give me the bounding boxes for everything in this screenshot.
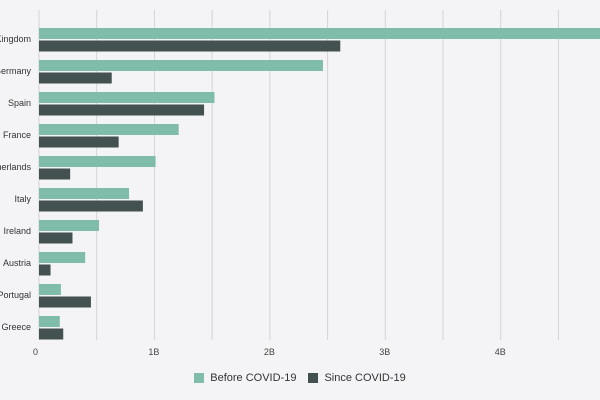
legend-label-since: Since COVID-19 [324,372,406,384]
category-label: Ireland [3,226,31,236]
bar-before-covid [39,252,86,263]
x-tick-label: 3B [379,347,390,357]
bar-since-covid [39,328,64,340]
bar-since-covid [39,264,51,276]
legend-swatch-since [308,373,319,383]
legend-item-since: Since COVID-19 [308,372,406,384]
bar-before-covid [39,316,60,327]
x-tick-label: 0 [33,347,38,357]
bar-before-covid [39,188,130,199]
bar-since-covid [39,72,112,84]
category-label: United Kingdom [0,34,31,44]
bar-before-covid [39,220,100,231]
bar-since-covid [39,104,205,116]
bar-since-covid [39,40,341,52]
category-label: Germany [0,66,31,76]
bar-since-covid [39,136,119,148]
bar-before-covid [39,28,600,39]
category-label: Portugal [0,290,31,300]
x-tick-label: 1B [148,347,159,357]
bar-since-covid [39,232,73,244]
legend-label-before: Before COVID-19 [210,372,297,384]
bar-before-covid [39,92,215,103]
legend: Before COVID-19 Since COVID-19 [0,372,600,384]
category-label: Netherlands [0,162,31,172]
x-tick-label: 4B [495,347,506,357]
bar-since-covid [39,200,143,212]
bar-chart: 0 1B 2B 3B 4B United Kingdom Germany Spain Franc… [0,10,600,357]
bar-since-covid [39,168,71,180]
x-tick-label: 2B [264,347,275,357]
category-label: Austria [3,258,31,268]
bar-before-covid [39,284,61,295]
bar-before-covid [39,124,179,135]
category-label: Spain [8,98,31,108]
bar-since-covid [39,296,91,308]
category-label: France [3,130,31,140]
legend-item-before: Before COVID-19 [194,372,296,384]
category-label: Italy [14,194,31,204]
category-label: Greece [1,322,31,332]
bar-before-covid [39,156,156,167]
bar-before-covid [39,60,323,71]
legend-swatch-before [194,373,205,383]
